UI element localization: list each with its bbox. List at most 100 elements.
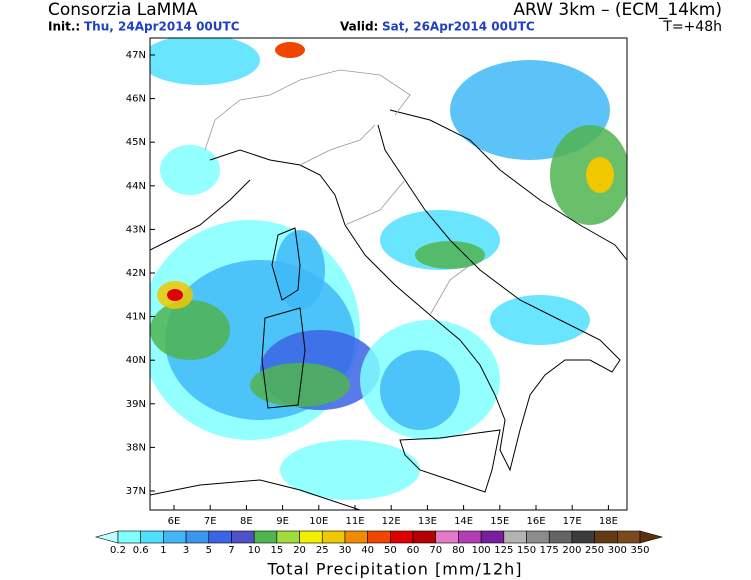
lat-label: 40N [126, 355, 146, 366]
colorbar-label: 3 [183, 545, 189, 556]
colorbar-box [367, 530, 391, 544]
map-area [149, 37, 628, 511]
sicily-coast [399, 429, 501, 493]
valid-label: Valid: [340, 20, 378, 34]
lon-label: 14E [454, 516, 473, 527]
colorbar-label: 15 [271, 545, 284, 556]
colorbar-label: 175 [540, 545, 559, 556]
colorbar-label: 40 [361, 545, 374, 556]
colorbar-box [548, 530, 573, 544]
lon-label: 8E [240, 516, 253, 527]
colorbar-triangle [639, 530, 664, 544]
colorbar-title: Total Precipitation [mm/12h] [266, 560, 522, 579]
region-border [299, 124, 376, 166]
precip-area [490, 295, 590, 345]
colorbar-box [480, 530, 505, 544]
colorbar-box [321, 530, 346, 544]
lon-label: 13E [418, 516, 437, 527]
france-coast [150, 179, 251, 251]
colorbar-box [526, 530, 550, 544]
lat-label: 47N [126, 50, 146, 61]
colorbar-label: 70 [429, 545, 442, 556]
colorbar-label: 125 [494, 545, 513, 556]
borders [204, 69, 471, 316]
colorbar-box [208, 530, 232, 544]
colorbar-box [231, 530, 255, 544]
lon-label: 11E [345, 516, 364, 527]
lon-label: 6E [168, 516, 181, 527]
colorbar-label: 25 [316, 545, 329, 556]
precip-area [280, 440, 420, 500]
precip-area [160, 145, 220, 195]
lon-label: 10E [309, 516, 328, 527]
italy-coast [209, 124, 621, 472]
colorbar-label: 250 [585, 545, 604, 556]
colorbar-box [503, 530, 527, 544]
precip-area [275, 42, 305, 58]
colorbar-box [253, 530, 278, 544]
precip-area [250, 363, 350, 407]
colorbar-box [185, 530, 210, 544]
lat-label: 37N [126, 486, 146, 497]
sardinia-coast [261, 307, 306, 409]
colorbar-label: 0.6 [133, 545, 149, 556]
precip-area [586, 157, 614, 193]
colorbar-label: 60 [407, 545, 420, 556]
colorbar-box [617, 530, 641, 544]
precip-area [150, 300, 230, 360]
lat-label: 42N [126, 268, 146, 279]
precip-area [167, 289, 183, 301]
colorbar-label: 50 [384, 545, 397, 556]
lat-label: 39N [126, 399, 146, 410]
model: ARW 3km – (ECM_14km) [513, 0, 722, 20]
lead-time: T=+48h [662, 19, 722, 35]
precip-area [150, 38, 260, 85]
region-border [429, 264, 471, 316]
colorbar-box [390, 530, 414, 544]
lon-label: 9E [276, 516, 289, 527]
lat-label: 45N [126, 137, 146, 148]
precipitation-field [150, 38, 627, 500]
alpine-border [204, 69, 411, 151]
colorbar-label: 10 [248, 545, 261, 556]
lon-label: 18E [599, 516, 618, 527]
init-value: Thu, 24Apr2014 00UTC [84, 20, 240, 34]
balkan-coast [389, 109, 627, 261]
lon-label: 12E [382, 516, 401, 527]
colorbar-box [344, 530, 368, 544]
colorbar-label: 1 [160, 545, 166, 556]
colorbar-box [571, 530, 595, 544]
colorbar-box [412, 530, 437, 544]
colorbar-box [435, 530, 459, 544]
colorbar-box [163, 530, 187, 544]
colorbar-box [594, 530, 618, 544]
precip-area [415, 241, 485, 269]
lon-label: 16E [526, 516, 545, 527]
colorbar-label: 150 [517, 545, 536, 556]
map-frame [149, 37, 628, 511]
lat-label: 43N [126, 224, 146, 235]
colorbar-label: 100 [472, 545, 491, 556]
lat-label: 38N [126, 442, 146, 453]
colorbar-box [458, 530, 482, 544]
colorbar-label: 0.2 [110, 545, 126, 556]
colorbar-box [140, 530, 164, 544]
corsica-coast [271, 227, 301, 301]
valid-value: Sat, 26Apr2014 00UTC [382, 20, 535, 34]
colorbar-label: 7 [228, 545, 234, 556]
lon-label: 17E [563, 516, 582, 527]
colorbar-label: 350 [630, 545, 649, 556]
lon-label: 15E [490, 516, 509, 527]
region-border [344, 179, 406, 226]
lat-label: 46N [126, 94, 146, 105]
init-label: Init.: [48, 20, 80, 34]
africa-coast [150, 479, 361, 510]
colorbar-label: 200 [562, 545, 581, 556]
lat-label: 44N [126, 181, 146, 192]
precip-area [380, 350, 460, 430]
colorbar-box [117, 530, 141, 544]
colorbar-box [276, 530, 300, 544]
colorbar-label: 30 [339, 545, 352, 556]
colorbar-box [299, 530, 323, 544]
